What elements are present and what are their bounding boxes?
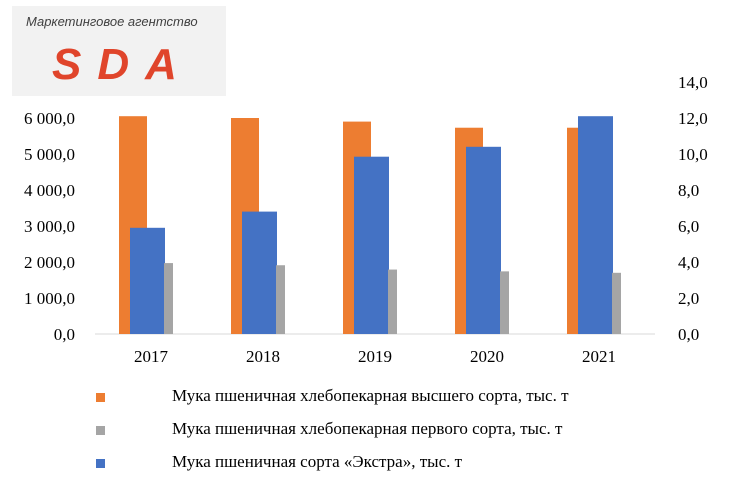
legend-item: Мука пшеничная хлебопекарная первого сор… [0, 419, 736, 443]
legend-label: Мука пшеничная хлебопекарная высшего сор… [172, 386, 569, 405]
right-axis-tick-label: 8,0 [678, 181, 699, 200]
category-label: 2019 [358, 347, 392, 366]
left-axis-tick-label: 2 000,0 [24, 253, 75, 272]
legend-swatch [96, 393, 105, 402]
category-labels: 2017 2018 2019 2020 2021 [134, 347, 616, 366]
bar-right-series-1-2017 [130, 227, 165, 334]
left-axis-tick-label: 1 000,0 [24, 289, 75, 308]
left-axis-tick-label: 0,0 [54, 325, 75, 344]
bar-left-series-2-2019 [388, 269, 397, 334]
right-axis-ticks: 0,0 2,0 4,0 6,0 8,0 10,0 12,0 14,0 [678, 73, 708, 344]
right-axis-tick-label: 0,0 [678, 325, 699, 344]
bar-right-series-1-2021 [578, 116, 613, 334]
logo-tagline: Маркетинговое агентство [26, 14, 198, 29]
bar-right-series-1-2019 [354, 156, 389, 334]
left-axis-tick-label: 6 000,0 [24, 109, 75, 128]
left-axis-tick-label: 5 000,0 [24, 145, 75, 164]
category-label: 2020 [470, 347, 504, 366]
bar-left-series-2-2021 [612, 272, 621, 334]
right-axis-tick-label: 4,0 [678, 253, 699, 272]
legend-label: Мука пшеничная хлебопекарная первого сор… [172, 419, 563, 438]
legend-item: Мука пшеничная хлебопекарная высшего сор… [0, 386, 736, 410]
logo-name: SDA [52, 40, 193, 89]
category-label: 2017 [134, 347, 169, 366]
right-axis-tick-label: 6,0 [678, 217, 699, 236]
legend-swatch [96, 426, 105, 435]
bar-marks [119, 116, 621, 334]
right-axis-tick-label: 10,0 [678, 145, 708, 164]
bar-left-series-2-2017 [164, 263, 173, 334]
bar-left-series-2-2018 [276, 265, 285, 334]
legend-swatch [96, 459, 105, 468]
left-axis-ticks: 0,0 1 000,0 2 000,0 3 000,0 4 000,0 5 000,0 6 … [24, 109, 75, 344]
legend-label: Мука пшеничная сорта «Экстра», тыс. т [172, 452, 463, 471]
bar-right-series-1-2018 [242, 211, 277, 334]
bar-chart: 0,0 1 000,0 2 000,0 3 000,0 4 000,0 5 000,0 6 … [24, 73, 708, 366]
right-axis-tick-label: 14,0 [678, 73, 708, 92]
category-label: 2021 [582, 347, 616, 366]
right-axis-tick-label: 2,0 [678, 289, 699, 308]
bar-right-series-1-2020 [466, 146, 501, 334]
legend-item: Мука пшеничная сорта «Экстра», тыс. т [0, 452, 736, 476]
category-label: 2018 [246, 347, 280, 366]
right-axis-tick-label: 12,0 [678, 109, 708, 128]
left-axis-tick-label: 4 000,0 [24, 181, 75, 200]
left-axis-tick-label: 3 000,0 [24, 217, 75, 236]
bar-left-series-2-2020 [500, 271, 509, 334]
logo-box: Маркетинговое агентство SDA [12, 6, 226, 96]
